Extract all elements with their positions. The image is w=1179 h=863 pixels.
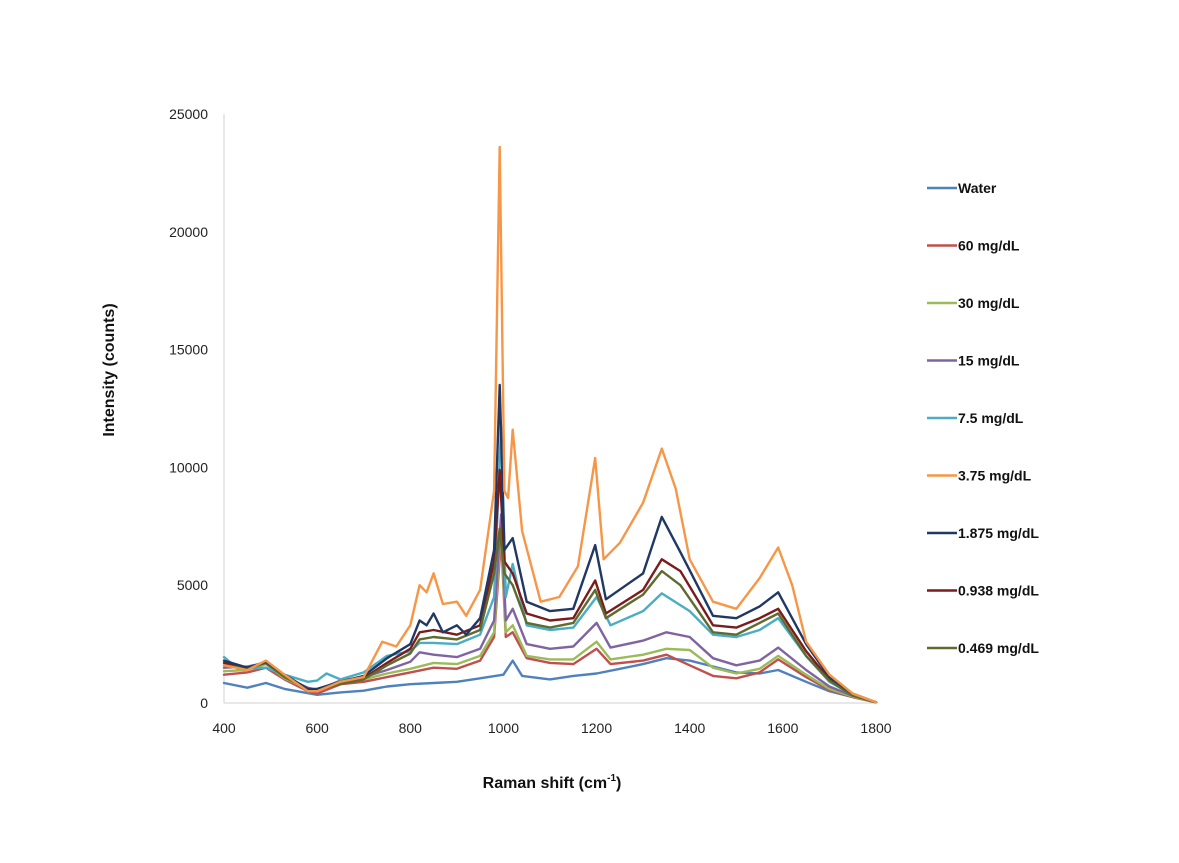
legend-item: 15 mg/dL [927, 353, 1020, 369]
y-tick-label: 0 [200, 695, 208, 711]
y-tick-label: 10000 [169, 459, 208, 475]
legend-label: 15 mg/dL [958, 353, 1020, 369]
y-tick-label: 25000 [169, 106, 208, 122]
series-lines [222, 145, 878, 704]
x-tick-label: 1200 [581, 720, 612, 736]
x-tick-label: 400 [212, 720, 236, 736]
x-axis-title-main: Raman shift (cm [483, 775, 607, 792]
series-line-0-938-mg-dl [222, 468, 878, 704]
x-tick-label: 1000 [488, 720, 519, 736]
series-line-7-5-mg-dl [222, 423, 878, 704]
x-tick-label: 800 [399, 720, 423, 736]
legend-item: 7.5 mg/dL [927, 410, 1024, 426]
series-line-60-mg-dl [222, 536, 878, 704]
x-tick-label: 1800 [860, 720, 891, 736]
x-axis-title-close: ) [616, 775, 621, 792]
y-tick-label: 20000 [169, 224, 208, 240]
legend-label: 0.938 mg/dL [958, 583, 1039, 599]
x-tick-label: 600 [305, 720, 329, 736]
legend-item: 1.875 mg/dL [927, 525, 1039, 541]
y-axis-title: Intensity (counts) [101, 303, 118, 436]
legend-label: Water [958, 180, 997, 196]
y-tick-label: 15000 [169, 342, 208, 358]
x-axis-title-superscript: -1 [607, 773, 616, 784]
y-tick-label: 5000 [177, 577, 208, 593]
legend-item: Water [927, 180, 997, 196]
legend-label: 30 mg/dL [958, 295, 1020, 311]
legend-item: 3.75 mg/dL [927, 468, 1032, 484]
legend-item: 0.938 mg/dL [927, 583, 1039, 599]
legend: Water 60 mg/dL 30 mg/dL 15 mg/dL 7.5 mg/dL 3.… [927, 180, 1039, 656]
legend-label: 1.875 mg/dL [958, 525, 1039, 541]
series-line-3-75-mg-dl [222, 145, 878, 704]
legend-label: 0.469 mg/dL [958, 640, 1039, 656]
x-axis-title: Raman shift (cm-1) [483, 773, 622, 792]
series-line-water [222, 657, 878, 704]
legend-item: 60 mg/dL [927, 238, 1020, 254]
legend-item: 30 mg/dL [927, 295, 1020, 311]
legend-item: 0.469 mg/dL [927, 640, 1039, 656]
legend-label: 3.75 mg/dL [958, 468, 1032, 484]
axes: 0 5000 10000 15000 20000 25000 400 600 800 1000 12… [169, 106, 892, 736]
x-tick-label: 1600 [767, 720, 798, 736]
legend-label: 7.5 mg/dL [958, 410, 1024, 426]
x-tick-label: 1400 [674, 720, 705, 736]
series-line-1-875-mg-dl [222, 383, 878, 704]
legend-label: 60 mg/dL [958, 238, 1020, 254]
